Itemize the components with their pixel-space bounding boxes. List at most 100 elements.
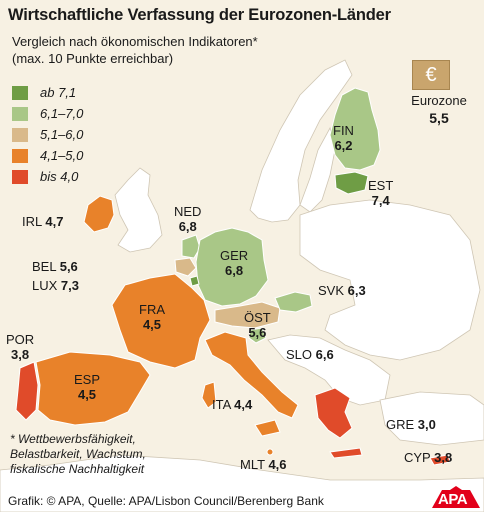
country-code: FIN xyxy=(333,123,354,138)
non-euro-land xyxy=(0,59,484,512)
country-value: 6,2 xyxy=(334,138,353,153)
sardinia-shape xyxy=(201,381,217,409)
country-label-irl: IRL 4,7 xyxy=(22,214,63,229)
legend-item: 4,1–5,0 xyxy=(12,145,83,166)
country-code: GRE xyxy=(386,417,415,432)
germany-shape xyxy=(195,227,269,307)
malta-shape xyxy=(266,448,274,456)
country-label-lux: LUX 7,3 xyxy=(32,278,79,293)
legend-swatch xyxy=(12,148,28,163)
country-value: 6,8 xyxy=(178,219,197,234)
country-label-por: POR 3,8 xyxy=(6,332,34,362)
country-value: 7,4 xyxy=(371,193,390,208)
spain-shape xyxy=(35,351,151,426)
country-code: FRA xyxy=(139,302,165,317)
country-label-fra: FRA 4,5 xyxy=(139,302,165,332)
sicily-shape xyxy=(254,419,281,437)
greece-shape xyxy=(314,387,353,439)
crete-shape xyxy=(329,447,363,459)
country-value: 6,3 xyxy=(347,283,366,298)
country-value: 5,6 xyxy=(59,259,78,274)
ireland-shape xyxy=(83,195,115,233)
country-value: 4,6 xyxy=(268,457,287,472)
italy-shape xyxy=(204,331,299,419)
country-code: GER xyxy=(220,248,249,263)
legend-swatch xyxy=(12,169,28,184)
country-value: 6,6 xyxy=(315,347,334,362)
country-code: MLT xyxy=(240,457,265,472)
country-value: 3,8 xyxy=(11,347,30,362)
country-value: 4,7 xyxy=(45,214,64,229)
country-label-mlt: MLT 4,6 xyxy=(240,457,287,472)
legend-item: 5,1–6,0 xyxy=(12,124,83,145)
country-label-ned: NED 6,8 xyxy=(174,204,201,234)
country-label-ost: ÖST 5,6 xyxy=(244,310,271,340)
legend-item: bis 4,0 xyxy=(12,166,83,187)
country-code: ESP xyxy=(74,372,101,387)
legend-item: ab 7,1 xyxy=(12,82,83,103)
country-code: CYP xyxy=(404,450,431,465)
country-label-ger: GER 6,8 xyxy=(220,248,248,278)
country-label-esp: ESP 4,5 xyxy=(74,372,100,402)
country-code: SLO xyxy=(286,347,313,362)
france-shape xyxy=(111,273,211,369)
legend-label: 6,1–7,0 xyxy=(40,106,84,121)
portugal-shape xyxy=(15,361,39,421)
subtitle: Vergleich nach ökonomischen Indikatoren*… xyxy=(12,33,342,67)
country-code: SVK xyxy=(318,283,345,298)
legend-swatch xyxy=(12,106,28,121)
footnote-line-3: fiskalische Nachhaltigkeit xyxy=(10,462,145,476)
country-label-ita: ITA 4,4 xyxy=(212,397,252,412)
footnote: * Wettbewerbsfähigkeit, Belastbarkeit, W… xyxy=(10,432,146,477)
eurozone-value: 5,5 xyxy=(429,110,449,126)
footnote-line-1: * Wettbewerbsfähigkeit, xyxy=(10,432,136,446)
slovakia-shape xyxy=(274,291,313,313)
austria-shape xyxy=(214,301,281,329)
country-label-est: EST 7,4 xyxy=(368,178,393,208)
footnote-line-2: Belastbarkeit, Wachstum, xyxy=(10,447,146,461)
legend-swatch xyxy=(12,85,28,100)
cyprus-shape xyxy=(429,454,451,466)
country-value: 6,8 xyxy=(225,263,244,278)
subtitle-line-1: Vergleich nach ökonomischen Indikatoren* xyxy=(12,34,258,49)
legend-label: ab 7,1 xyxy=(40,85,77,100)
legend-label: 5,1–6,0 xyxy=(40,127,84,142)
netherlands-shape xyxy=(181,234,201,259)
luxembourg-shape xyxy=(189,275,200,287)
subtitle-line-2: (max. 10 Punkte erreichbar) xyxy=(12,51,174,66)
country-label-cyp: CYP 3,8 xyxy=(404,450,452,465)
country-code: NED xyxy=(174,204,202,219)
slovenia-shape xyxy=(248,327,267,344)
legend-label: 4,1–5,0 xyxy=(40,148,84,163)
legend-item: 6,1–7,0 xyxy=(12,103,83,124)
belgium-shape xyxy=(174,257,197,277)
country-code: LUX xyxy=(32,278,58,293)
country-value: 7,3 xyxy=(60,278,79,293)
country-value: 5,6 xyxy=(248,325,267,340)
country-code: ITA xyxy=(212,397,231,412)
country-label-slo: SLO 6,6 xyxy=(286,347,334,362)
country-value: 3,8 xyxy=(434,450,453,465)
estonia-shape xyxy=(334,171,369,195)
legend-label: bis 4,0 xyxy=(40,169,79,184)
source-credit: Grafik: © APA, Quelle: APA/Lisbon Counci… xyxy=(8,494,324,508)
legend-swatch xyxy=(12,127,28,142)
page-title: Wirtschaftliche Verfassung der Eurozonen… xyxy=(8,6,391,24)
country-label-fin: FIN 6,2 xyxy=(333,123,354,153)
country-code: IRL xyxy=(22,214,42,229)
country-code: POR xyxy=(6,332,35,347)
country-label-bel: BEL 5,6 xyxy=(32,259,78,274)
country-label-gre: GRE 3,0 xyxy=(386,417,436,432)
euro-coin-icon: € xyxy=(412,60,450,90)
legend: ab 7,1 6,1–7,0 5,1–6,0 4,1–5,0 bis 4,0 xyxy=(12,82,83,187)
country-code: BEL xyxy=(32,259,57,274)
country-code: EST xyxy=(368,178,394,193)
country-value: 4,5 xyxy=(77,387,97,402)
country-label-svk: SVK 6,3 xyxy=(318,283,366,298)
eurozone-label: Eurozone xyxy=(411,93,467,108)
apa-logo-text: APA xyxy=(438,491,468,508)
country-value: 4,5 xyxy=(142,317,162,332)
country-value: 4,4 xyxy=(234,397,253,412)
apa-logo xyxy=(432,486,480,508)
